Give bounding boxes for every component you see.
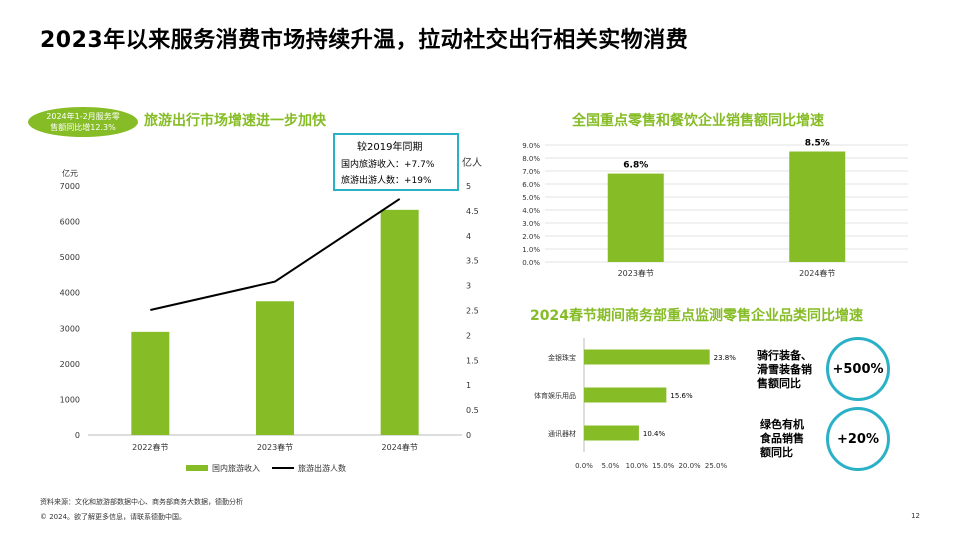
- chart2-title: 全国重点零售和餐饮企业销售额同比增速: [572, 113, 824, 129]
- chart1-legend-revenue: 国内旅游收入: [212, 463, 260, 473]
- chart1-right-axis-label: 亿人: [462, 156, 482, 169]
- chart3-bar-3: [584, 425, 639, 441]
- chart3-bar-1: [584, 349, 710, 365]
- chart1-legend-visitors: 旅游出游人数: [298, 463, 346, 473]
- chart2-y-tick: 5.0%: [522, 194, 540, 202]
- highlight-label-2: 绿色有机 食品销售 额同比: [760, 418, 804, 459]
- chart2-y-tick: 0.0%: [522, 259, 540, 267]
- page-title: 2023年以来服务消费市场持续升温，拉动社交出行相关实物消费: [40, 28, 689, 53]
- chart2-x-tick: 2023春节: [618, 268, 654, 278]
- page-number: 12: [911, 512, 920, 520]
- chart3-category-label: 通讯器材: [548, 429, 576, 438]
- chart3-data-label: 10.4%: [643, 430, 666, 438]
- comparison-row-revenue: 国内旅游收入：+7.7%: [341, 160, 435, 170]
- chart1-right-tick: 0: [466, 431, 471, 440]
- chart2-data-label: 8.5%: [805, 139, 830, 149]
- chart1-bar-3: [380, 209, 419, 435]
- chart1-right-tick: 4: [466, 232, 471, 241]
- chart2-bar-1: [607, 173, 664, 262]
- chart3-x-tick: 10.0%: [626, 462, 649, 470]
- comparison-box-header: 较2019年同期: [357, 142, 423, 153]
- chart2-data-label: 6.8%: [623, 161, 648, 171]
- chart2-y-tick: 9.0%: [522, 142, 540, 150]
- chart1-left-tick: 0: [75, 431, 80, 440]
- copyright-note: © 2024。欲了解更多信息，请联系德勤中国。: [40, 513, 187, 521]
- chart3-x-tick: 25.0%: [705, 462, 728, 470]
- highlight-circle-1: +500%: [826, 337, 890, 401]
- chart1-right-tick: 3: [466, 282, 471, 291]
- chart1-right-tick: 1: [466, 381, 471, 390]
- chart1-left-tick: 6000: [60, 218, 80, 227]
- chart1-left-axis-label: 亿元: [62, 168, 78, 178]
- comparison-row-visitors: 旅游出游人数：+19%: [341, 176, 432, 186]
- chart2-y-tick: 1.0%: [522, 246, 540, 254]
- chart2-y-tick: 3.0%: [522, 220, 540, 228]
- chart1-right-tick: 3.5: [466, 257, 479, 266]
- chart1-x-tick: 2024春节: [381, 442, 417, 452]
- highlight-label-1: 骑行装备、 滑雪装备销 售额同比: [757, 349, 812, 390]
- chart1-right-tick: 5: [466, 182, 471, 191]
- badge-line-2: 售额同比增12.3%: [50, 123, 116, 132]
- comparison-box: 较2019年同期 国内旅游收入：+7.7% 旅游出游人数：+19%: [333, 133, 459, 191]
- retail-growth-badge: 2024年1-2月服务零 售额同比增12.3%: [28, 107, 138, 137]
- chart3-x-tick: 20.0%: [678, 462, 701, 470]
- chart2-y-tick: 7.0%: [522, 168, 540, 176]
- source-note: 资料来源：文化和旅游部数据中心、商务部商务大数据，德勤分析: [40, 498, 243, 506]
- chart1-right-tick: 1.5: [466, 356, 479, 365]
- chart1-right-tick: 4.5: [466, 207, 479, 216]
- chart1-right-tick: 0.5: [466, 406, 479, 415]
- chart2-y-tick: 4.0%: [522, 207, 540, 215]
- chart3-data-label: 15.6%: [670, 392, 693, 400]
- chart2-y-tick: 2.0%: [522, 233, 540, 241]
- chart1-visitors-line: [150, 198, 401, 311]
- highlight-circle-2: +20%: [826, 407, 890, 471]
- category-growth-hbar-chart: 23.8% 金银珠宝 15.6% 体育娱乐用品 10.4% 通讯器材 0.0% 5.0% 10.…: [534, 338, 736, 470]
- chart3-x-tick: 0.0%: [575, 462, 593, 470]
- chart1-left-tick: 5000: [60, 253, 80, 262]
- chart1-bar-1: [131, 331, 170, 435]
- chart1-x-tick: 2022春节: [132, 442, 168, 452]
- chart1-title: 旅游出行市场增速进一步加快: [144, 113, 326, 129]
- chart1-left-tick: 4000: [60, 289, 80, 298]
- chart1-legend-swatch-revenue: [186, 465, 208, 471]
- chart2-bar-2: [789, 151, 846, 262]
- highlight-value-1: +500%: [832, 361, 884, 377]
- chart3-bar-2: [584, 387, 667, 403]
- chart2-y-tick: 8.0%: [522, 155, 540, 163]
- chart1-x-tick: 2023春节: [257, 442, 293, 452]
- highlight-value-2: +20%: [836, 431, 879, 447]
- tourism-combo-chart: 亿元 亿人 0 1000 2000 3000 4000 5000 6000 7000 0 0.5 1 1.…: [60, 156, 482, 473]
- chart1-right-tick: 2: [466, 331, 471, 340]
- badge-line-1: 2024年1-2月服务零: [46, 112, 120, 121]
- chart1-bar-2: [256, 301, 294, 435]
- chart1-left-tick: 2000: [60, 360, 80, 369]
- chart2-x-tick: 2024春节: [799, 268, 835, 278]
- chart3-x-tick: 5.0%: [602, 462, 620, 470]
- chart1-left-tick: 7000: [60, 182, 80, 191]
- chart1-left-tick: 3000: [60, 324, 80, 333]
- chart3-data-label: 23.8%: [714, 354, 737, 362]
- retail-growth-bar-chart: 0.0% 1.0% 2.0% 3.0% 4.0% 5.0% 6.0% 7.0% 8.0% 9.0%…: [522, 139, 908, 278]
- chart1-right-tick: 2.5: [466, 307, 479, 316]
- chart2-y-tick: 6.0%: [522, 181, 540, 189]
- chart3-category-label: 体育娱乐用品: [534, 391, 576, 400]
- chart3-category-label: 金银珠宝: [548, 353, 576, 362]
- chart3-title: 2024春节期间商务部重点监测零售企业品类同比增速: [530, 308, 863, 324]
- chart1-left-tick: 1000: [60, 395, 80, 404]
- chart3-x-tick: 15.0%: [652, 462, 675, 470]
